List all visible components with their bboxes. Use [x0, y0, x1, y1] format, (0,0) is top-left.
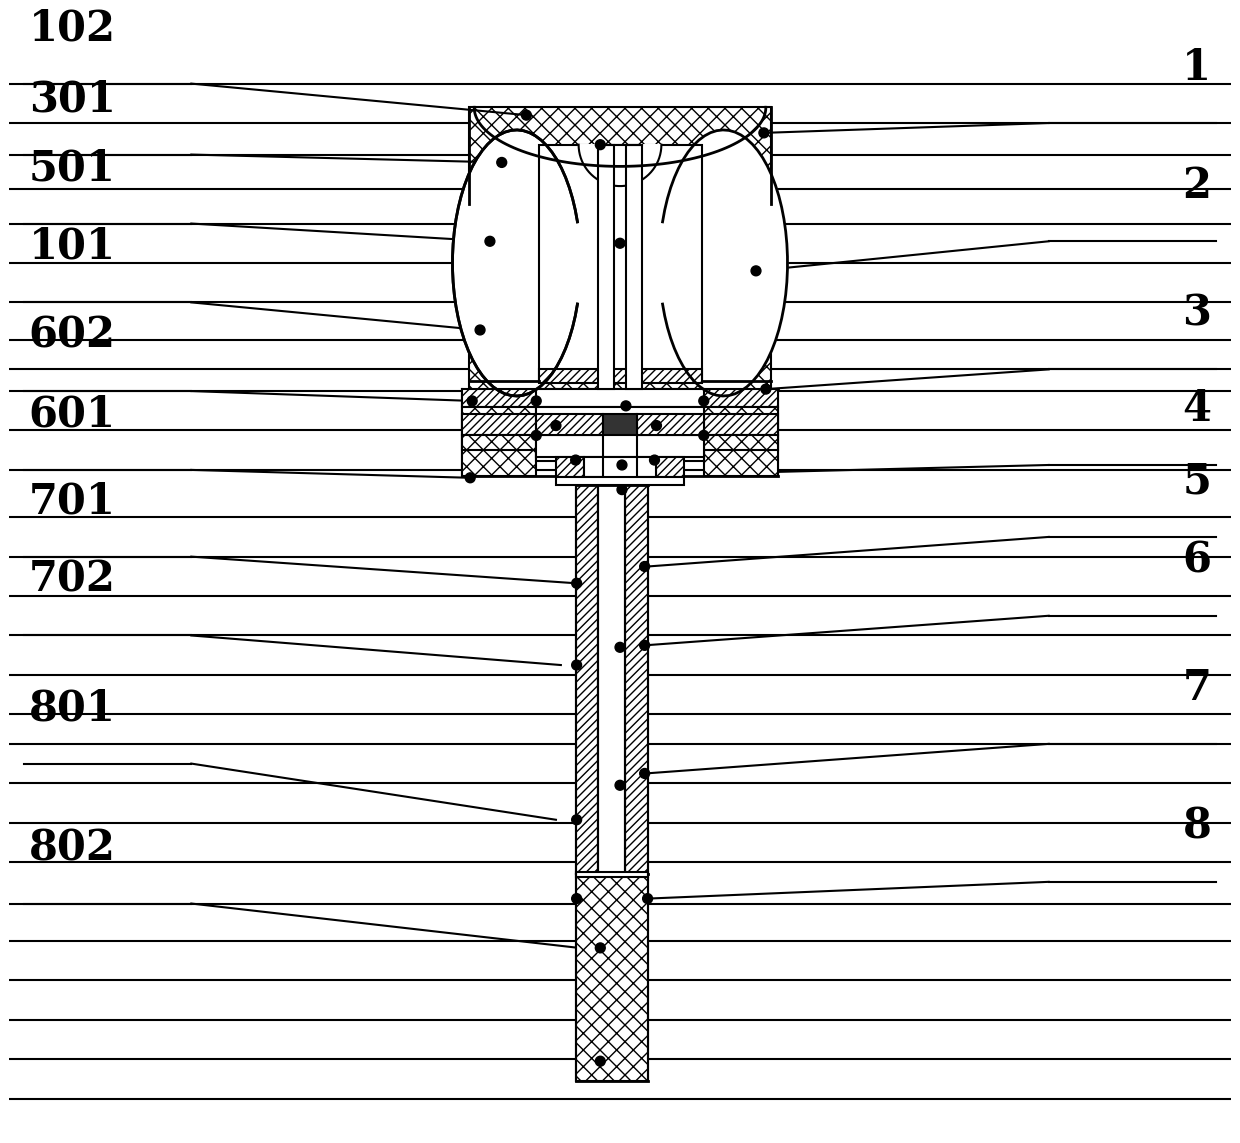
Bar: [536, 414, 603, 435]
Bar: [599, 485, 625, 874]
Polygon shape: [453, 130, 578, 395]
Bar: [599, 145, 614, 389]
Circle shape: [615, 781, 625, 790]
Bar: [575, 485, 599, 874]
Bar: [584, 457, 656, 477]
Circle shape: [595, 943, 605, 953]
Text: 602: 602: [29, 314, 115, 357]
Circle shape: [595, 139, 605, 150]
Bar: [463, 389, 777, 407]
Bar: [625, 485, 647, 874]
Bar: [575, 872, 647, 877]
Text: 601: 601: [29, 393, 115, 435]
Polygon shape: [579, 145, 661, 186]
Text: 801: 801: [29, 687, 115, 729]
Text: 8: 8: [1183, 806, 1211, 847]
Circle shape: [570, 455, 580, 465]
Circle shape: [618, 485, 627, 495]
Polygon shape: [662, 130, 787, 395]
Circle shape: [551, 421, 560, 431]
Text: 301: 301: [29, 78, 115, 120]
Text: 101: 101: [29, 226, 115, 267]
Bar: [637, 414, 704, 435]
Text: 501: 501: [29, 147, 115, 189]
Bar: [575, 874, 647, 1081]
Circle shape: [699, 431, 709, 440]
Circle shape: [595, 1056, 605, 1066]
Bar: [463, 435, 536, 450]
Text: 701: 701: [29, 480, 115, 522]
Text: 2: 2: [1182, 165, 1211, 207]
Circle shape: [531, 431, 541, 440]
Bar: [603, 414, 637, 435]
Text: 702: 702: [29, 559, 115, 601]
Circle shape: [618, 461, 627, 470]
Bar: [539, 145, 702, 382]
Bar: [536, 435, 603, 457]
Bar: [536, 389, 704, 407]
Circle shape: [522, 110, 531, 120]
Circle shape: [761, 384, 771, 394]
Circle shape: [615, 642, 625, 653]
Circle shape: [640, 640, 650, 650]
Bar: [463, 414, 536, 435]
Text: 4: 4: [1182, 389, 1211, 431]
Bar: [603, 457, 637, 485]
Bar: [539, 369, 702, 383]
Circle shape: [699, 395, 709, 406]
Text: 3: 3: [1183, 293, 1211, 335]
Bar: [469, 107, 771, 440]
Bar: [556, 477, 684, 485]
Circle shape: [650, 455, 660, 465]
Bar: [704, 435, 777, 450]
Circle shape: [572, 894, 582, 903]
Bar: [656, 457, 684, 477]
Bar: [463, 407, 536, 475]
Circle shape: [572, 661, 582, 670]
Circle shape: [572, 815, 582, 825]
Circle shape: [485, 237, 495, 246]
Circle shape: [651, 421, 661, 431]
Circle shape: [531, 395, 541, 406]
Circle shape: [467, 395, 477, 406]
Circle shape: [475, 325, 485, 335]
Circle shape: [642, 894, 652, 903]
Bar: [637, 435, 704, 457]
Bar: [626, 145, 641, 389]
Circle shape: [497, 158, 507, 167]
Text: 5: 5: [1183, 461, 1211, 503]
Circle shape: [465, 473, 475, 482]
Bar: [556, 457, 584, 477]
Circle shape: [621, 401, 631, 410]
Circle shape: [572, 578, 582, 589]
Text: 6: 6: [1182, 539, 1211, 582]
Circle shape: [751, 266, 761, 275]
Circle shape: [640, 768, 650, 778]
Circle shape: [615, 239, 625, 248]
Bar: [536, 407, 704, 461]
Circle shape: [759, 128, 769, 138]
Text: 102: 102: [29, 7, 115, 49]
Text: 802: 802: [29, 828, 115, 869]
Circle shape: [640, 561, 650, 572]
Text: 1: 1: [1182, 47, 1211, 88]
Bar: [704, 407, 777, 475]
Text: 7: 7: [1183, 668, 1211, 710]
Bar: [704, 414, 777, 435]
